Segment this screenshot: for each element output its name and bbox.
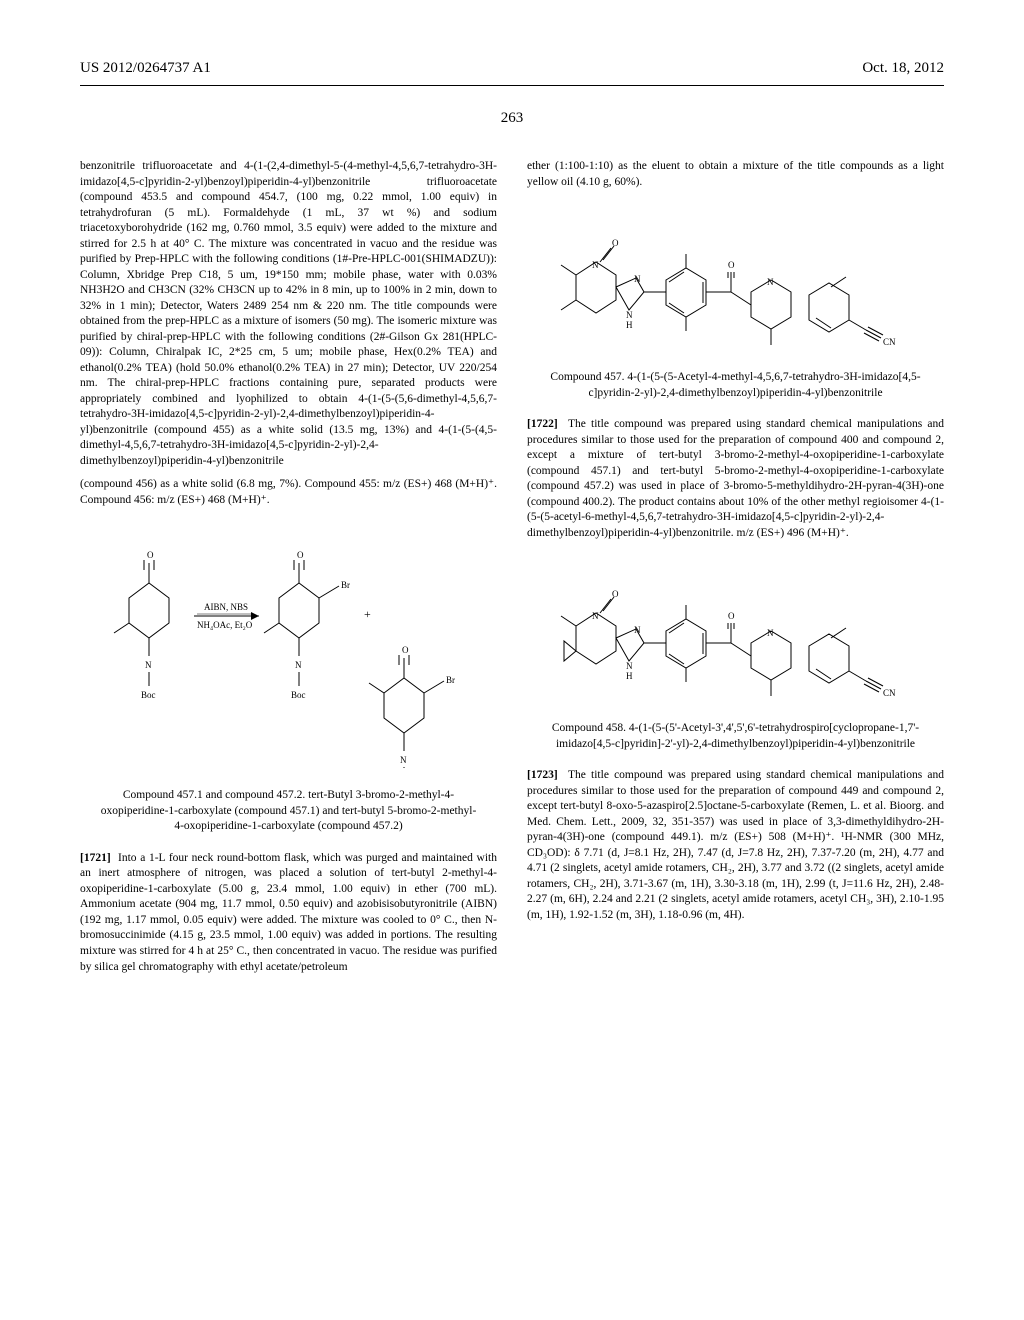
paragraph-number: [1723]	[527, 769, 558, 781]
svg-text:Boc: Boc	[291, 690, 306, 700]
left-column: benzonitrile trifluoroacetate and 4-(1-(…	[80, 159, 497, 983]
svg-text:Boc: Boc	[141, 690, 156, 700]
svg-text:O: O	[402, 645, 409, 655]
svg-text:Br: Br	[341, 580, 350, 590]
chemical-scheme: O N Boc AIBN, NBS NH₄OAc, Et₂O	[80, 528, 497, 768]
svg-text:CN: CN	[883, 688, 896, 698]
page-container: US 2012/0264737 A1 Oct. 18, 2012 263 ben…	[0, 0, 1024, 1023]
svg-text:N: N	[592, 611, 599, 621]
paragraph-text: The title compound was prepared using st…	[527, 418, 944, 539]
svg-text:N: N	[592, 260, 599, 270]
svg-text:N: N	[634, 274, 641, 284]
compound-title: Compound 457. 4-(1-(5-(5-Acetyl-4-methyl…	[547, 370, 924, 401]
body-text: [1723] The title compound was prepared u…	[527, 768, 944, 923]
svg-text:O: O	[728, 611, 735, 621]
svg-text:O: O	[297, 550, 304, 560]
pub-number: US 2012/0264737 A1	[80, 60, 211, 77]
svg-text:Br: Br	[446, 675, 455, 685]
reagent-label: NH₄OAc, Et₂O	[197, 620, 253, 630]
svg-text:N: N	[295, 660, 302, 670]
pub-date: Oct. 18, 2012	[862, 60, 944, 77]
svg-text:N: N	[767, 628, 774, 638]
svg-text:N: N	[626, 310, 633, 320]
svg-text:N: N	[145, 660, 152, 670]
body-text: [1722] The title compound was prepared u…	[527, 417, 944, 541]
svg-text:H: H	[626, 671, 633, 681]
svg-text:+: +	[364, 607, 371, 621]
paragraph-number: [1721]	[80, 852, 111, 864]
svg-text:O: O	[147, 550, 154, 560]
body-text: [1721] Into a 1-L four neck round-bottom…	[80, 851, 497, 975]
paragraph-number: [1722]	[527, 418, 558, 430]
body-text: (compound 456) as a white solid (6.8 mg,…	[80, 477, 497, 508]
chemical-structure: N O N N H	[527, 210, 944, 350]
page-header: US 2012/0264737 A1 Oct. 18, 2012	[80, 60, 944, 77]
compound-title: Compound 458. 4-(1-(5-(5'-Acetyl-3',4',5…	[547, 721, 924, 752]
header-divider	[80, 85, 944, 86]
compound-title: Compound 457.1 and compound 457.2. tert-…	[100, 788, 477, 835]
svg-text:N: N	[400, 755, 407, 765]
body-text: benzonitrile trifluoroacetate and 4-(1-(…	[80, 159, 497, 469]
svg-text:N: N	[626, 661, 633, 671]
paragraph-text: The title compound was prepared using st…	[527, 769, 944, 921]
right-column: ether (1:100-1:10) as the eluent to obta…	[527, 159, 944, 983]
svg-text:CN: CN	[883, 337, 896, 347]
columns: benzonitrile trifluoroacetate and 4-(1-(…	[80, 159, 944, 983]
svg-text:H: H	[626, 320, 633, 330]
svg-text:O: O	[728, 260, 735, 270]
paragraph-text: Into a 1-L four neck round-bottom flask,…	[80, 852, 497, 973]
page-number: 263	[80, 110, 944, 127]
reagent-label: AIBN, NBS	[204, 602, 248, 612]
svg-text:N: N	[634, 625, 641, 635]
svg-text:N: N	[767, 277, 774, 287]
body-text: ether (1:100-1:10) as the eluent to obta…	[527, 159, 944, 190]
chemical-structure: N O N N H	[527, 561, 944, 701]
